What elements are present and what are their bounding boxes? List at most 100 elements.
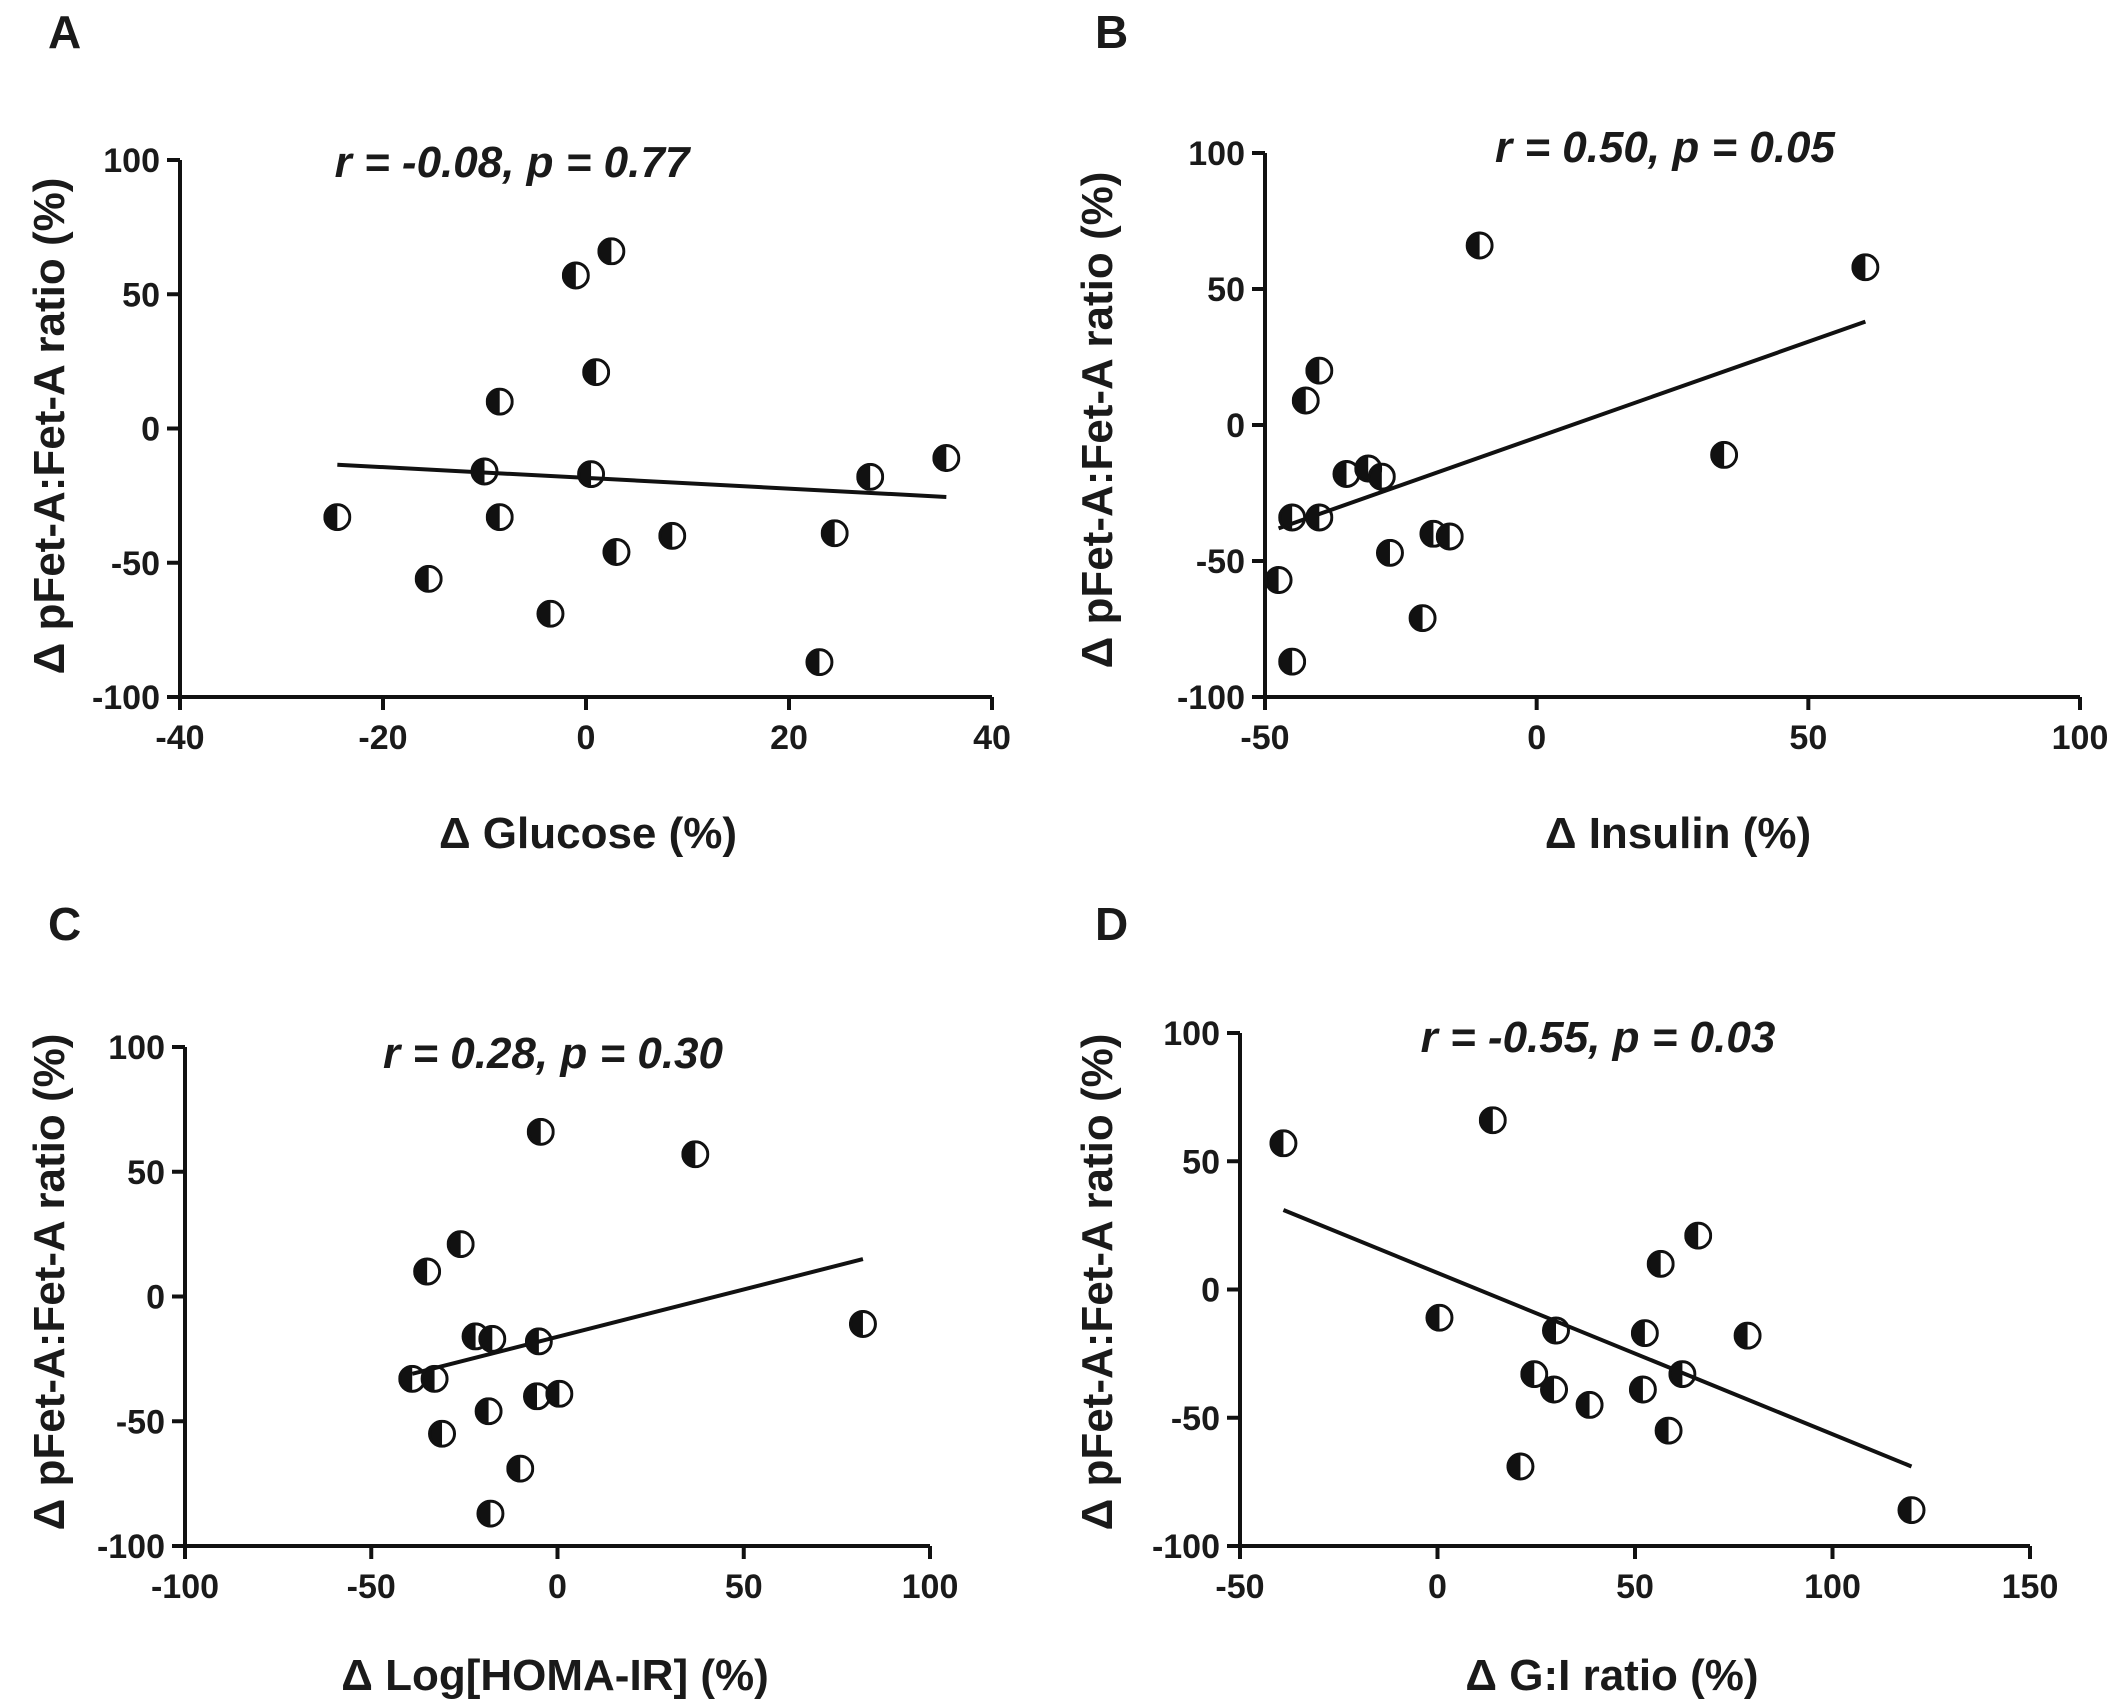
data-point [506, 1454, 535, 1483]
plot-area: -100 -50 0 50 100 -40 -20 0 20 40 [92, 142, 1011, 757]
data-point [1425, 1303, 1454, 1332]
data-point [485, 503, 514, 532]
data-point [414, 564, 443, 593]
data-point [1851, 253, 1880, 282]
y-tick-label: 100 [1163, 1015, 1220, 1053]
data-point [1305, 503, 1334, 532]
x-tick-label: 150 [2002, 1568, 2059, 1606]
x-tick-label: 50 [1616, 1568, 1654, 1606]
panel-a: A r = -0.08, p = 0.77 Δ pFet-A:Fet-A rat… [25, 6, 1011, 858]
x-tick-label: 100 [902, 1568, 959, 1606]
correlation-stat: r = -0.08, p = 0.77 [335, 138, 692, 187]
data-point [805, 648, 834, 677]
data-point [428, 1419, 457, 1448]
panel-letter: A [48, 6, 81, 58]
panel-letter: C [48, 898, 81, 950]
x-tick-label: -50 [1215, 1568, 1264, 1606]
y-tick-label: -50 [1196, 543, 1245, 581]
panel-letter: B [1095, 6, 1128, 58]
data-point [1278, 503, 1307, 532]
data-point [1305, 356, 1334, 385]
data-point [932, 444, 961, 473]
data-point [478, 1324, 507, 1353]
data-point [1435, 522, 1464, 551]
data-point [1542, 1316, 1570, 1345]
regression-line [1282, 1208, 1913, 1469]
data-point [1684, 1221, 1713, 1250]
x-tick-label: -100 [151, 1568, 219, 1606]
x-tick-label: -40 [155, 719, 204, 757]
data-point [597, 237, 626, 266]
y-tick-label: 100 [108, 1029, 165, 1067]
correlation-stat: r = 0.28, p = 0.30 [383, 1029, 724, 1078]
panel-b: B r = 0.50, p = 0.05 Δ pFet-A:Fet-A rati… [1073, 6, 2108, 858]
data-point [856, 462, 885, 491]
x-tick-label: 100 [2052, 719, 2109, 757]
data-point [681, 1140, 710, 1169]
regression-line [1277, 319, 1867, 531]
y-axis-label: Δ pFet-A:Fet-A ratio (%) [1073, 1034, 1122, 1531]
y-tick-label: -100 [1177, 679, 1245, 717]
data-point [1733, 1321, 1762, 1350]
y-tick-label: 50 [1182, 1143, 1220, 1181]
y-tick-label: -100 [1152, 1528, 1220, 1566]
data-point [1478, 1106, 1507, 1135]
data-point [658, 521, 687, 550]
y-tick-label: 0 [1226, 407, 1245, 445]
data-point [1506, 1452, 1535, 1481]
data-point [1264, 566, 1293, 595]
data-point [1630, 1319, 1659, 1348]
y-tick-label: 50 [127, 1154, 165, 1192]
x-tick-label: 100 [1804, 1568, 1861, 1606]
data-point [1575, 1390, 1604, 1419]
y-axis-label: Δ pFet-A:Fet-A ratio (%) [1073, 172, 1122, 669]
data-point [848, 1309, 877, 1338]
x-axis-label: Δ Glucose (%) [439, 809, 737, 858]
x-tick-label: 40 [973, 719, 1011, 757]
panel-c: C r = 0.28, p = 0.30 Δ pFet-A:Fet-A rati… [25, 898, 958, 1700]
y-tick-label: 100 [1188, 135, 1245, 173]
x-tick-label: 50 [725, 1568, 763, 1606]
y-tick-label: 100 [103, 142, 160, 180]
data-point [1668, 1360, 1697, 1389]
y-tick-label: -100 [97, 1528, 165, 1566]
x-tick-label: 50 [1789, 719, 1827, 757]
data-point [476, 1499, 505, 1528]
data-point [561, 261, 590, 290]
y-tick-label: 0 [1201, 1272, 1220, 1310]
y-tick-label: -100 [92, 679, 160, 717]
data-point [582, 358, 611, 387]
y-axis-label: Δ pFet-A:Fet-A ratio (%) [25, 178, 74, 675]
y-tick-label: 50 [122, 276, 160, 314]
data-point [602, 538, 631, 567]
data-point [485, 387, 514, 416]
data-point [1269, 1129, 1298, 1158]
regression-line [337, 462, 947, 499]
data-point [1278, 647, 1307, 676]
panel-d: D r = -0.55, p = 0.03 Δ pFet-A:Fet-A rat… [1073, 898, 2058, 1700]
data-point [1408, 604, 1437, 633]
correlation-stat: r = 0.50, p = 0.05 [1495, 123, 1836, 172]
data-point [1710, 440, 1739, 469]
data-point [1897, 1496, 1926, 1525]
data-point [446, 1230, 475, 1259]
x-tick-label: 20 [770, 719, 808, 757]
panel-letter: D [1095, 898, 1128, 950]
data-point [420, 1364, 449, 1393]
data-point [1375, 538, 1404, 567]
data-point [577, 460, 606, 489]
data-point [1465, 231, 1494, 260]
data-point [1367, 462, 1396, 491]
data-point [536, 599, 565, 628]
x-tick-label: 0 [1428, 1568, 1447, 1606]
y-tick-label: 0 [146, 1279, 165, 1317]
x-tick-label: 0 [548, 1568, 567, 1606]
x-tick-label: -20 [358, 719, 407, 757]
data-point [1540, 1375, 1569, 1404]
x-tick-label: 0 [1527, 719, 1546, 757]
data-point [1646, 1249, 1675, 1278]
x-axis-label: Δ Log[HOMA-IR] (%) [341, 1651, 769, 1700]
data-point [323, 503, 352, 532]
